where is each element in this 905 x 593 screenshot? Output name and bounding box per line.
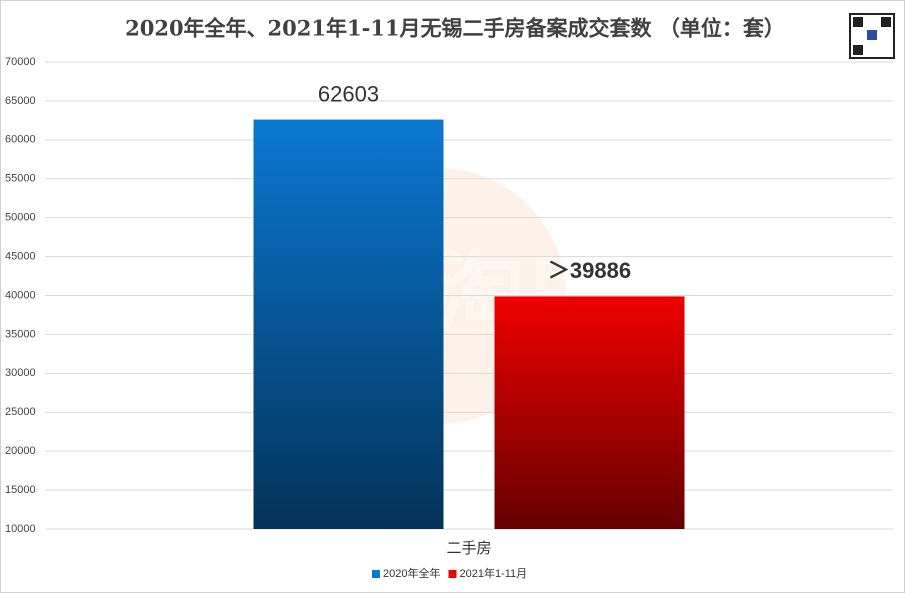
bar (494, 296, 685, 529)
value-label: ＞39886 (548, 258, 631, 283)
y-tick-label: 25000 (5, 406, 36, 418)
value-label: 62603 (318, 81, 379, 106)
y-tick-label: 55000 (5, 173, 36, 185)
y-tick-label: 65000 (5, 95, 36, 107)
y-tick-label: 15000 (5, 484, 36, 496)
y-tick-label: 70000 (5, 56, 36, 68)
qr-code (849, 13, 895, 59)
y-tick-label: 40000 (5, 289, 36, 301)
y-tick-label: 50000 (5, 212, 36, 224)
legend-swatch (372, 570, 380, 578)
y-tick-label: 60000 (5, 134, 36, 146)
y-tick-label: 35000 (5, 328, 36, 340)
y-tick-label: 10000 (5, 523, 36, 535)
chart-title: 2020年全年、2021年1-11月无锡二手房备案成交套数 （单位：套） (125, 16, 785, 41)
y-tick-label: 20000 (5, 445, 36, 457)
y-tick-label: 45000 (5, 250, 36, 262)
legend-label: 2020年全年 (383, 566, 440, 580)
x-tick-label: 二手房 (446, 540, 491, 557)
legend-swatch (448, 570, 457, 578)
y-tick-label: 30000 (5, 367, 36, 379)
legend-label: 2021年1-11月 (459, 566, 527, 580)
bar (253, 119, 444, 530)
